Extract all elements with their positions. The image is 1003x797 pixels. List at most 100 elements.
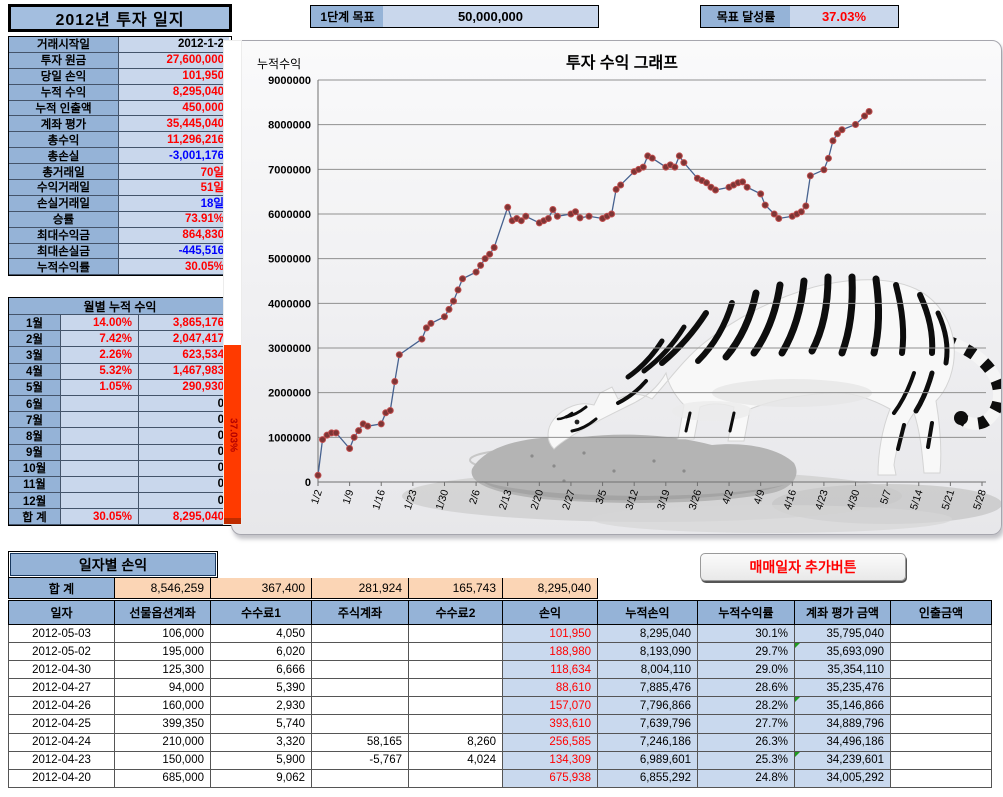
month-value-cell[interactable]: 2,047,417 [139, 331, 229, 348]
daily-pnl-cell[interactable]: 675,938 [503, 769, 598, 788]
summary-value-cell[interactable]: -445,516 [119, 243, 229, 260]
daily-futures-cell[interactable]: 150,000 [115, 751, 211, 770]
goal-label[interactable]: 1단계 목표 [310, 5, 385, 28]
daily-column-header[interactable]: 손익 [503, 601, 598, 625]
month-value-cell[interactable]: 0 [139, 395, 229, 413]
daily-date-cell[interactable]: 2012-04-27 [8, 679, 115, 698]
daily-column-header[interactable]: 계좌 평가 금액 [795, 601, 891, 625]
daily-withdraw-cell[interactable] [891, 679, 992, 698]
daily-pnl-cell[interactable]: 118,634 [503, 661, 598, 680]
daily-eval-cell[interactable]: 34,239,601 [795, 751, 891, 770]
summary-label-cell[interactable]: 손실거래일 [9, 195, 119, 212]
summary-value-cell[interactable]: 101,950 [119, 68, 229, 85]
daily-stock-cell[interactable]: -5,767 [312, 751, 409, 770]
daily-withdraw-cell[interactable] [891, 769, 992, 788]
daily-date-cell[interactable]: 2012-05-02 [8, 643, 115, 662]
daily-cumulative-cell[interactable]: 7,639,796 [598, 715, 698, 734]
month-label-cell[interactable]: 3월 [9, 347, 61, 364]
daily-eval-cell[interactable]: 35,146,866 [795, 697, 891, 716]
daily-futures-cell[interactable]: 685,000 [115, 769, 211, 788]
month-pct-cell[interactable]: 30.05% [61, 509, 139, 526]
summary-value-cell[interactable]: 70일 [119, 164, 229, 181]
daily-stock-cell[interactable] [312, 715, 409, 734]
daily-rate-cell[interactable]: 24.8% [698, 769, 795, 788]
month-value-cell[interactable]: 0 [139, 493, 229, 510]
summary-label-cell[interactable]: 수익거래일 [9, 180, 119, 196]
month-label-cell[interactable]: 1월 [9, 315, 61, 332]
daily-total-value[interactable]: 367,400 [211, 578, 312, 599]
daily-total-value[interactable]: 281,924 [312, 578, 409, 599]
daily-fee1-cell[interactable]: 6,020 [211, 643, 312, 662]
daily-rate-cell[interactable]: 29.0% [698, 661, 795, 680]
daily-withdraw-cell[interactable] [891, 625, 992, 644]
daily-eval-cell[interactable]: 35,693,090 [795, 643, 891, 662]
daily-rate-cell[interactable]: 28.2% [698, 697, 795, 716]
month-label-cell[interactable]: 6월 [9, 395, 61, 413]
month-pct-cell[interactable] [61, 476, 139, 494]
daily-fee2-cell[interactable] [409, 661, 503, 680]
add-trade-date-button[interactable]: 매매일자 추가버튼 [700, 553, 906, 581]
month-pct-cell[interactable] [61, 444, 139, 461]
daily-futures-cell[interactable]: 125,300 [115, 661, 211, 680]
daily-total-label[interactable]: 합 계 [8, 578, 115, 599]
daily-total-value[interactable]: 8,295,040 [503, 578, 598, 599]
daily-pnl-cell[interactable]: 88,610 [503, 679, 598, 698]
summary-label-cell[interactable]: 승률 [9, 211, 119, 228]
daily-cumulative-cell[interactable]: 7,885,476 [598, 679, 698, 698]
month-label-cell[interactable]: 8월 [9, 428, 61, 445]
daily-cumulative-cell[interactable]: 8,295,040 [598, 625, 698, 644]
daily-futures-cell[interactable]: 160,000 [115, 697, 211, 716]
month-pct-cell[interactable] [61, 395, 139, 413]
daily-eval-cell[interactable]: 35,795,040 [795, 625, 891, 644]
daily-eval-cell[interactable]: 35,354,110 [795, 661, 891, 680]
month-label-cell[interactable]: 5월 [9, 379, 61, 396]
daily-rate-cell[interactable]: 28.6% [698, 679, 795, 698]
daily-column-header[interactable]: 일자 [8, 601, 115, 625]
daily-column-header[interactable]: 누적손익 [598, 601, 698, 625]
daily-stock-cell[interactable] [312, 643, 409, 662]
daily-fee2-cell[interactable] [409, 679, 503, 698]
daily-fee1-cell[interactable]: 5,900 [211, 751, 312, 770]
daily-eval-cell[interactable]: 34,496,186 [795, 733, 891, 752]
daily-column-header[interactable]: 수수료1 [211, 601, 312, 625]
month-value-cell[interactable]: 0 [139, 412, 229, 429]
summary-label-cell[interactable]: 총손실 [9, 148, 119, 165]
daily-pnl-cell[interactable]: 188,980 [503, 643, 598, 662]
daily-fee1-cell[interactable]: 4,050 [211, 625, 312, 644]
daily-futures-cell[interactable]: 195,000 [115, 643, 211, 662]
summary-label-cell[interactable]: 누적수익률 [9, 259, 119, 276]
month-label-cell[interactable]: 10월 [9, 460, 61, 477]
month-value-cell[interactable]: 3,865,176 [139, 315, 229, 332]
summary-value-cell[interactable]: 2012-1-2 [119, 37, 229, 53]
month-pct-cell[interactable] [61, 460, 139, 477]
summary-value-cell[interactable]: 11,296,216 [119, 132, 229, 149]
daily-cumulative-cell[interactable]: 8,004,110 [598, 661, 698, 680]
summary-value-cell[interactable]: -3,001,176 [119, 148, 229, 165]
daily-fee2-cell[interactable]: 8,260 [409, 733, 503, 752]
daily-fee2-cell[interactable] [409, 769, 503, 788]
summary-value-cell[interactable]: 35,445,040 [119, 116, 229, 133]
summary-label-cell[interactable]: 총거래일 [9, 164, 119, 181]
month-label-cell[interactable]: 2월 [9, 331, 61, 348]
daily-cumulative-cell[interactable]: 7,796,866 [598, 697, 698, 716]
summary-value-cell[interactable]: 30.05% [119, 259, 229, 276]
daily-date-cell[interactable]: 2012-04-20 [8, 769, 115, 788]
month-value-cell[interactable]: 1,467,983 [139, 363, 229, 380]
daily-cumulative-cell[interactable]: 6,989,601 [598, 751, 698, 770]
daily-pnl-cell[interactable]: 157,070 [503, 697, 598, 716]
daily-stock-cell[interactable] [312, 769, 409, 788]
month-pct-cell[interactable]: 7.42% [61, 331, 139, 348]
daily-eval-cell[interactable]: 34,889,796 [795, 715, 891, 734]
daily-futures-cell[interactable]: 399,350 [115, 715, 211, 734]
daily-column-header[interactable]: 누적수익률 [698, 601, 795, 625]
daily-withdraw-cell[interactable] [891, 751, 992, 770]
daily-fee1-cell[interactable]: 6,666 [211, 661, 312, 680]
daily-eval-cell[interactable]: 34,005,292 [795, 769, 891, 788]
summary-value-cell[interactable]: 73.91% [119, 211, 229, 228]
daily-futures-cell[interactable]: 210,000 [115, 733, 211, 752]
summary-value-cell[interactable]: 27,600,000 [119, 52, 229, 69]
daily-rate-cell[interactable]: 30.1% [698, 625, 795, 644]
month-label-cell[interactable]: 12월 [9, 493, 61, 510]
daily-fee2-cell[interactable] [409, 715, 503, 734]
daily-stock-cell[interactable] [312, 679, 409, 698]
